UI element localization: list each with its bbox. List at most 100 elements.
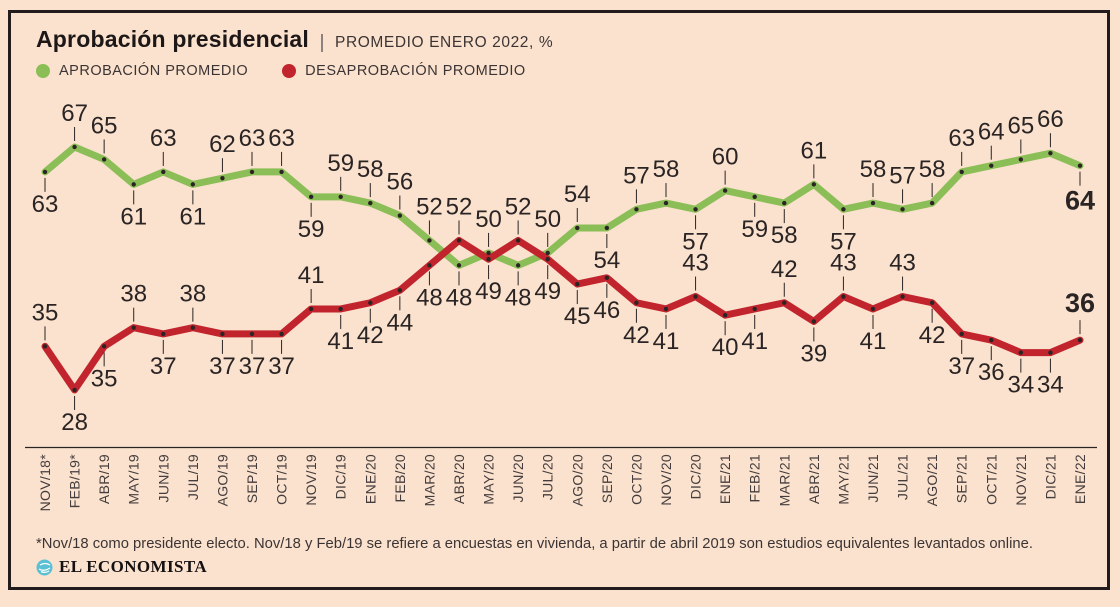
x-axis-label: MAR/21 (776, 454, 792, 506)
data-point-label: 67 (61, 100, 88, 127)
x-axis-label: OCT/21 (983, 454, 999, 505)
data-point-label: 41 (327, 328, 354, 355)
data-point (397, 213, 403, 218)
data-point (634, 300, 639, 305)
data-point-label: 42 (919, 322, 946, 349)
data-point (190, 325, 196, 330)
x-axis-label: DIC/21 (1042, 454, 1058, 499)
chart-frame (8, 10, 1110, 590)
data-point (841, 294, 846, 299)
data-point-label: 37 (239, 353, 266, 380)
x-axis-label: FEB/21 (747, 454, 763, 503)
approval-dot-icon (36, 64, 50, 78)
legend-item-approval: APROBACIÓN PROMEDIO (36, 63, 248, 79)
data-point (161, 169, 166, 175)
data-point (397, 288, 403, 293)
data-point (368, 300, 373, 305)
data-point-label: 37 (268, 353, 295, 380)
brand-logo: EL ECONOMISTA (36, 557, 1033, 577)
data-point-label: 63 (268, 125, 295, 152)
data-point (870, 200, 876, 206)
x-axis-label: SEP/21 (954, 454, 970, 503)
data-point (989, 337, 994, 343)
data-point-label: 35 (91, 365, 118, 392)
data-point (427, 238, 432, 243)
data-point (338, 306, 343, 312)
data-point-label: 36 (978, 359, 1005, 386)
data-point-label: 41 (860, 328, 887, 355)
data-point-label: 54 (593, 247, 620, 274)
data-point (900, 207, 905, 212)
x-axis-label: ABR/19 (96, 454, 112, 504)
x-axis-label: JUN/19 (155, 454, 171, 502)
x-axis-label: SEP/19 (244, 454, 260, 503)
x-axis-label: MAY/19 (126, 454, 142, 505)
data-point-label: 37 (209, 353, 236, 380)
data-point-label: 61 (180, 203, 207, 230)
data-point-label: 48 (416, 284, 443, 311)
data-point-label: 50 (534, 206, 561, 233)
legend-item-disapproval: DESAPROBACIÓN PROMEDIO (282, 63, 525, 79)
data-point (752, 194, 757, 200)
data-point-label: 54 (564, 181, 591, 208)
x-axis-label: DIC/19 (333, 454, 349, 499)
data-point (929, 200, 935, 206)
disapproval-line (41, 236, 1084, 394)
x-axis-label: NOV/21 (1013, 454, 1029, 506)
data-point-label: 64 (1065, 186, 1095, 216)
data-point-label: 35 (32, 299, 59, 326)
data-point-label: 59 (327, 150, 354, 177)
data-point (486, 256, 491, 262)
x-axis-label: ABR/21 (806, 454, 822, 504)
x-axis-label: FEB/20 (392, 454, 408, 503)
data-point-label: 61 (800, 137, 827, 164)
data-point (368, 200, 373, 206)
x-axis-label: OCT/19 (274, 454, 290, 505)
x-axis-label: JUN/20 (510, 454, 526, 502)
x-axis-label: JUL/21 (895, 454, 911, 500)
x-axis-label: NOV/19 (303, 454, 319, 506)
data-point-label: 42 (771, 256, 798, 283)
data-point (663, 200, 669, 206)
data-point-label: 41 (298, 262, 325, 289)
x-axis-label: ENE/22 (1072, 454, 1088, 504)
x-axis-label: AGO/21 (924, 454, 940, 506)
data-point (811, 319, 817, 324)
data-point-label: 37 (150, 353, 177, 380)
x-axis-label: ENE/20 (362, 454, 378, 504)
data-point-label: 63 (32, 191, 59, 218)
data-point (72, 387, 77, 393)
data-point-label: 42 (623, 322, 650, 349)
x-axis-label: JUL/19 (185, 454, 201, 500)
data-point (190, 182, 196, 187)
data-point (959, 169, 964, 175)
data-point-label: 59 (298, 216, 325, 243)
data-point-label: 61 (120, 203, 147, 230)
x-axis-label: NOV/20 (658, 454, 674, 506)
data-point (722, 313, 728, 318)
x-axis-label: DIC/20 (688, 454, 704, 499)
data-point-label: 57 (889, 162, 916, 189)
data-point (693, 294, 698, 299)
data-point-label: 41 (653, 328, 680, 355)
data-point (515, 263, 521, 268)
data-point-label: 39 (800, 340, 827, 367)
data-point (870, 306, 876, 312)
data-point (989, 163, 994, 168)
data-point (279, 331, 284, 337)
data-point-label: 46 (593, 297, 620, 324)
x-axis-label: FEB/19* (67, 454, 83, 508)
x-axis-label: JUL/20 (540, 454, 556, 500)
data-point-label: 57 (682, 228, 709, 255)
data-point (249, 331, 255, 337)
data-point-label: 57 (623, 162, 650, 189)
x-axis-label: ABR/20 (451, 454, 467, 504)
data-point (1077, 337, 1083, 343)
data-point (131, 182, 136, 187)
data-point (249, 169, 255, 175)
data-point (575, 281, 580, 287)
data-point (42, 344, 48, 349)
data-point (752, 306, 757, 312)
data-point (308, 306, 314, 312)
